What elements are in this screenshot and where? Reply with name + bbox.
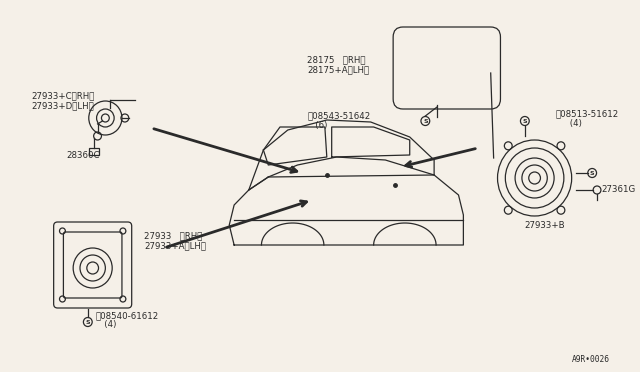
Text: 27933   〈RH〉: 27933 〈RH〉 bbox=[145, 231, 203, 240]
Text: 28360C: 28360C bbox=[67, 151, 100, 160]
Text: (4): (4) bbox=[95, 320, 116, 329]
Text: 27933+D〈LH〉: 27933+D〈LH〉 bbox=[31, 101, 94, 110]
Text: 27361G: 27361G bbox=[601, 185, 635, 194]
Bar bbox=[89, 148, 99, 155]
Text: Ⓓ08540-61612: Ⓓ08540-61612 bbox=[95, 311, 159, 320]
Text: S: S bbox=[86, 320, 90, 324]
Text: Ⓓ08513-51612: Ⓓ08513-51612 bbox=[556, 109, 620, 118]
Text: S: S bbox=[590, 170, 595, 176]
Text: Ⓓ08543-51642: Ⓓ08543-51642 bbox=[307, 111, 371, 120]
Text: 27933+B: 27933+B bbox=[525, 221, 566, 230]
Text: 27933+A〈LH〉: 27933+A〈LH〉 bbox=[145, 241, 206, 250]
Text: A9R•0026: A9R•0026 bbox=[572, 355, 610, 364]
Text: S: S bbox=[423, 119, 428, 124]
Text: 27933+C〈RH〉: 27933+C〈RH〉 bbox=[31, 91, 95, 100]
Text: (4): (4) bbox=[556, 119, 582, 128]
Text: 28175+A〈LH〉: 28175+A〈LH〉 bbox=[307, 65, 369, 74]
Text: 28175   〈RH〉: 28175 〈RH〉 bbox=[307, 55, 366, 64]
Text: S: S bbox=[522, 119, 527, 124]
Text: (6): (6) bbox=[307, 121, 328, 130]
